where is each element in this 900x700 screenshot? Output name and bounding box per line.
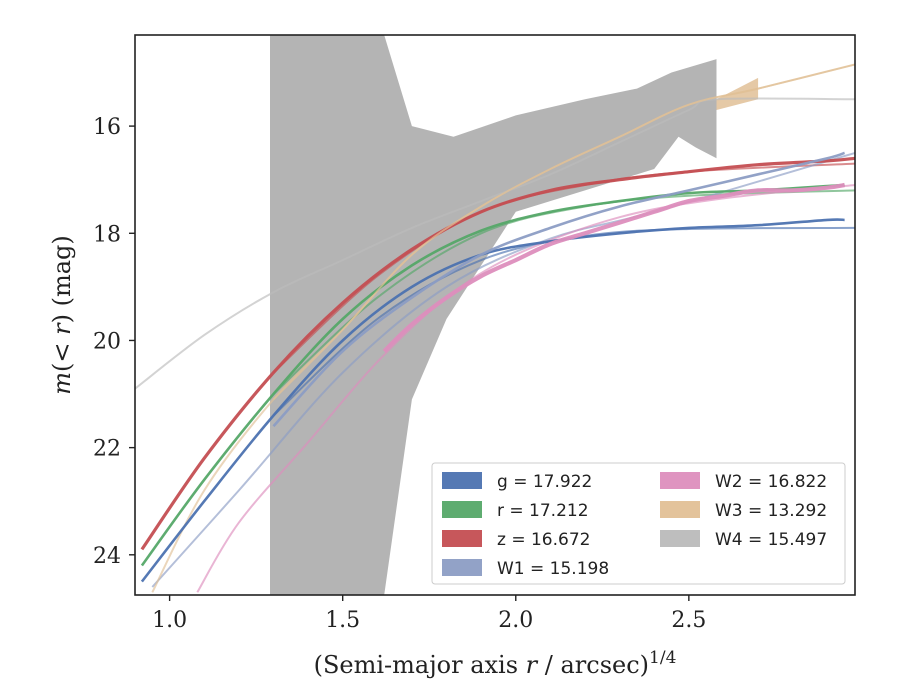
legend: g = 17.922 r = 17.212 z = 16.672 W1 = 15.19…	[431, 462, 846, 585]
legend-label-0: g = 17.922	[497, 472, 592, 492]
legend-swatch-6	[660, 530, 700, 547]
legend-swatch-5	[660, 501, 700, 518]
legend-swatch-4	[660, 472, 700, 489]
x-tick-label-2: 2.0	[498, 608, 533, 633]
y-axis-label: m(< r) (mag)	[48, 235, 76, 395]
legend-swatch-1	[442, 501, 482, 518]
plot-frame	[134, 34, 856, 596]
plot-area	[135, 35, 855, 595]
y-tick-label-3: 22	[93, 437, 121, 462]
legend-swatch-2	[442, 530, 482, 547]
series-line-5	[272, 63, 855, 401]
legend-label-6: W4 = 15.497	[715, 530, 827, 550]
y-tick-label-2: 20	[93, 329, 121, 354]
legend-label-3: W1 = 15.198	[497, 559, 609, 579]
legend-box	[431, 462, 846, 585]
x-tick-label-3: 2.5	[671, 608, 706, 633]
y-tick-label-1: 18	[93, 222, 121, 247]
series-line-2	[140, 156, 855, 551]
axis-ticks: 1.0 1.5 2.0 2.5 16 18 20 22 24	[93, 115, 706, 633]
x-tick-label-0: 1.0	[152, 608, 187, 633]
legend-label-4: W2 = 16.822	[715, 472, 827, 492]
x-axis-label: (Semi-major axis r / arcsec)1/4	[314, 648, 677, 679]
series-line-4	[382, 182, 845, 353]
legend-label-2: z = 16.672	[497, 530, 590, 550]
legend-label-5: W3 = 13.292	[715, 501, 827, 521]
legend-label-1: r = 17.212	[497, 501, 589, 521]
model-curve-6	[135, 97, 855, 390]
x-tick-label-1: 1.5	[325, 608, 360, 633]
legend-swatch-3	[442, 559, 482, 576]
y-tick-label-4: 24	[93, 544, 121, 569]
legend-swatch-0	[442, 472, 482, 489]
y-tick-label-0: 16	[93, 115, 121, 140]
w4-uncertainty-band	[270, 35, 717, 595]
series-line-3	[272, 151, 846, 428]
